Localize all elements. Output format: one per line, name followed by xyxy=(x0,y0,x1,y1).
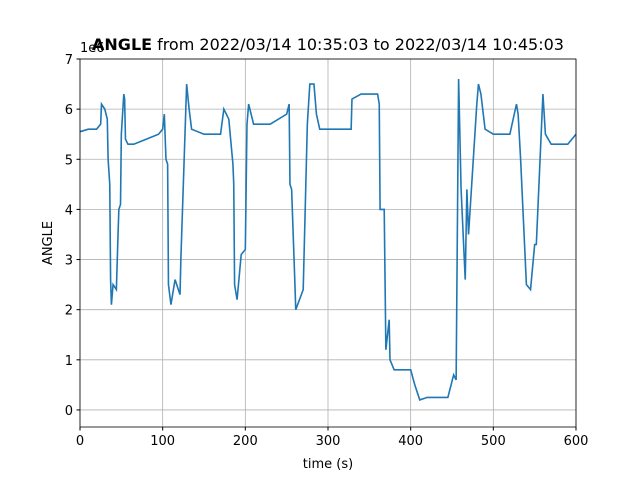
x-tick-label: 0 xyxy=(76,434,84,449)
y-tick-label: 7 xyxy=(65,53,73,68)
x-tick-label: 400 xyxy=(398,434,423,449)
y-tick-label: 2 xyxy=(65,304,73,319)
y-tick-label: 5 xyxy=(65,153,73,168)
chart-title: ANGLE from 2022/03/14 10:35:03 to 2022/03… xyxy=(92,35,564,54)
x-axis-label: time (s) xyxy=(303,457,353,472)
x-tick-label: 500 xyxy=(481,434,506,449)
x-tick-label: 200 xyxy=(233,434,258,449)
y-tick-label: 1 xyxy=(65,354,73,369)
data-line xyxy=(79,79,577,401)
title-bold: ANGLE xyxy=(92,35,152,54)
plot-frame xyxy=(79,58,577,428)
y-tick-label: 6 xyxy=(65,103,73,118)
x-tick-label: 100 xyxy=(150,434,175,449)
y-tick-label: 4 xyxy=(65,203,73,218)
y-axis-label: ANGLE xyxy=(41,221,56,265)
title-rest: from 2022/03/14 10:35:03 to 2022/03/14 1… xyxy=(157,35,564,54)
y-tick-label: 0 xyxy=(65,404,73,419)
offset-text: 1e6 xyxy=(80,41,105,56)
x-tick-label: 600 xyxy=(564,434,589,449)
y-tick-label: 3 xyxy=(65,254,73,269)
x-tick-label: 300 xyxy=(316,434,341,449)
